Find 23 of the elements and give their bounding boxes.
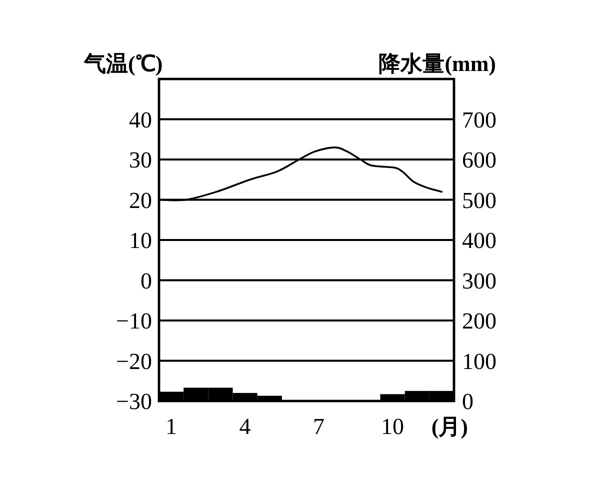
x-tick-label: 7 (313, 414, 325, 439)
y-tick-label: 10 (129, 228, 152, 253)
y2-axis-title: 降水量(mm) (378, 51, 496, 76)
x-tick-label: 4 (239, 414, 252, 439)
y-tick-label: 40 (129, 107, 152, 132)
x-axis-title: (月) (431, 414, 468, 439)
y2-tick-label: 100 (462, 348, 496, 374)
y2-tick-label: 400 (462, 228, 496, 253)
y2-tick-label: 300 (462, 268, 496, 294)
y-tick-label: 20 (129, 188, 152, 213)
y-tick-label: 0 (140, 268, 152, 294)
y-tick-label: −30 (116, 389, 152, 414)
y-tick-label: −10 (116, 308, 152, 334)
y2-tick-label: 200 (462, 308, 496, 334)
y-tick-label: −20 (116, 348, 152, 374)
y2-tick-label: 500 (462, 188, 496, 213)
x-tick-label: 1 (166, 414, 178, 439)
y2-tick-label: 600 (462, 148, 496, 172)
x-tick-label: 10 (381, 414, 404, 439)
y2-tick-label: 0 (462, 389, 474, 414)
y-tick-label: 30 (129, 148, 152, 172)
y2-tick-label: 700 (462, 107, 496, 132)
y-axis-title: 气温(℃) (83, 51, 163, 76)
